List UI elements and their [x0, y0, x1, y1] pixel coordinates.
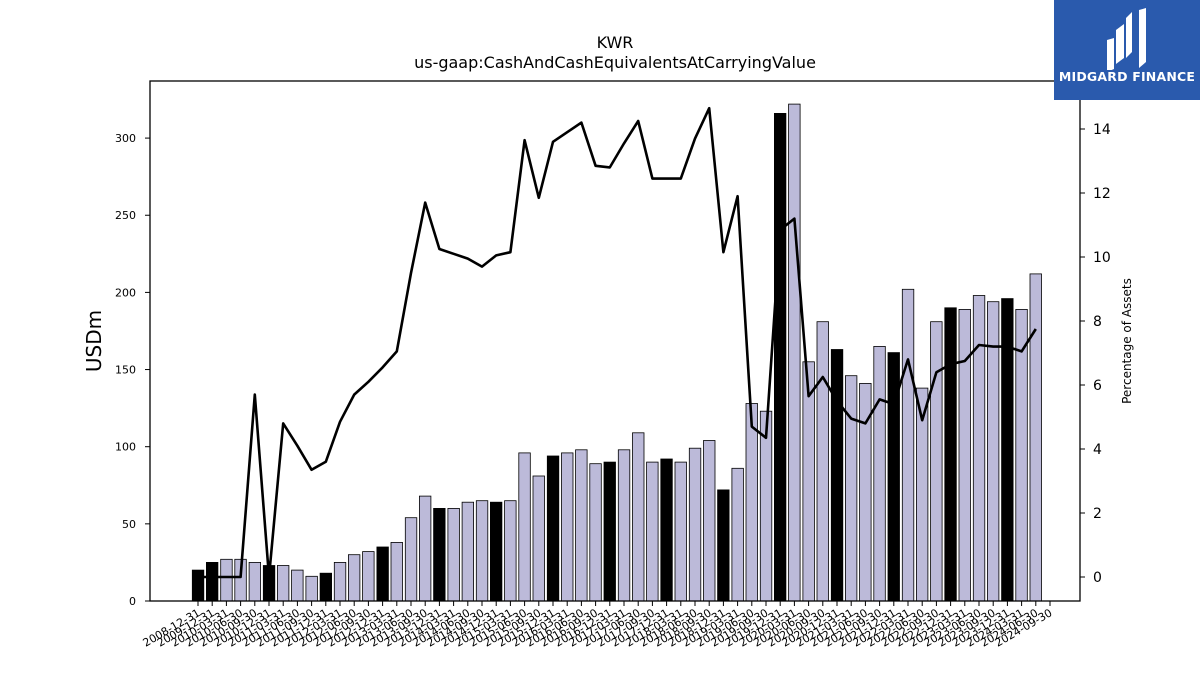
bar-2018-06-30	[688, 447, 702, 602]
bar-2024-06-30	[1029, 273, 1042, 602]
y2-tick-label: 2	[1093, 506, 1102, 522]
y-tick-label: 300	[115, 132, 136, 145]
bar-2012-03-31	[333, 562, 347, 602]
bar-2017-06-30	[632, 432, 645, 602]
bar-2015-06-30	[518, 452, 531, 602]
y-tick-label: 100	[115, 441, 136, 454]
percent-of-assets-line	[198, 106, 1037, 579]
y-tick-label: 0	[129, 595, 136, 608]
plot-frame	[149, 80, 1081, 602]
bar-2013-12-31	[433, 507, 446, 602]
bar-2015-03-31	[504, 500, 517, 602]
y-axis-label: USDm	[82, 310, 106, 372]
bar-2017-09-30	[646, 461, 659, 602]
bar-2023-03-31	[958, 308, 971, 602]
bar-2016-12-31	[603, 461, 616, 602]
bar-2012-12-31	[376, 546, 389, 602]
bar-2019-06-30	[745, 403, 758, 602]
bar-2011-03-31	[276, 565, 290, 602]
y2-tick-label: 12	[1093, 186, 1111, 202]
bar-2023-12-31	[1001, 298, 1014, 602]
bar-series	[191, 103, 1042, 602]
y-tick-label: 150	[115, 364, 136, 377]
brand-name: MIDGARD FINANCE	[1058, 69, 1196, 84]
bar-2016-06-30	[575, 449, 588, 602]
y2-tick-label: 8	[1093, 314, 1102, 330]
bar-2018-12-31	[717, 489, 730, 602]
bar-2020-12-31	[830, 349, 844, 602]
bar-2019-12-31	[774, 113, 787, 602]
bar-2018-09-30	[703, 440, 716, 602]
bar-2012-06-30	[347, 554, 361, 602]
brand-logo: MIDGARD FINANCE	[1054, 0, 1200, 100]
bar-2012-09-30	[362, 551, 375, 602]
chart-axes: 050100150200250300024681012142008-12-312…	[82, 80, 1134, 650]
y2-tick-label: 14	[1093, 122, 1111, 138]
bar-2017-03-31	[617, 449, 631, 602]
y2-tick-label: 6	[1093, 378, 1102, 394]
bar-2014-09-30	[475, 500, 489, 602]
y-tick-label: 200	[115, 286, 136, 299]
bar-2021-03-31	[845, 375, 858, 602]
bar-2020-03-31	[788, 103, 801, 602]
bar-2014-03-31	[447, 507, 460, 602]
y-tick-label: 50	[122, 518, 136, 531]
bar-2017-12-31	[660, 458, 673, 602]
bar-2016-03-31	[561, 452, 574, 602]
bar-2021-09-30	[873, 345, 886, 602]
bar-2014-12-31	[489, 501, 503, 602]
midgard-m-logo-icon	[1107, 8, 1146, 70]
bar-2024-03-31	[1015, 308, 1028, 602]
bar-2022-09-30	[930, 321, 943, 602]
bar-2010-09-30	[248, 562, 262, 602]
chart-title: KWR	[596, 33, 634, 52]
y-tick-label: 250	[115, 209, 136, 222]
y2-tick-label: 4	[1093, 442, 1102, 458]
bar-2011-09-30	[305, 575, 318, 602]
bar-2015-09-30	[532, 475, 545, 602]
y2-tick-label: 10	[1093, 250, 1111, 266]
bar-2010-03-31	[220, 558, 233, 602]
bar-2020-09-30	[816, 321, 829, 602]
bar-2013-03-31	[390, 542, 403, 602]
bar-2011-06-30	[291, 569, 304, 602]
percent-line-series	[198, 106, 1037, 579]
bar-2015-12-31	[546, 455, 560, 602]
bar-2022-12-31	[944, 307, 957, 602]
y2-axis-label: Percentage of Assets	[1120, 278, 1134, 404]
bar-2018-03-31	[674, 461, 687, 602]
bar-2014-06-30	[461, 501, 475, 602]
bar-2009-12-31	[205, 562, 219, 602]
bar-2016-09-30	[589, 463, 602, 602]
bar-2013-06-30	[404, 517, 418, 602]
bar-2019-09-30	[759, 410, 773, 602]
bar-2008-12-31	[191, 569, 205, 602]
bar-2022-03-31	[901, 288, 915, 602]
y2-tick-label: 0	[1093, 570, 1102, 586]
bar-2011-12-31	[319, 572, 333, 602]
bar-2023-06-30	[972, 295, 986, 602]
bar-2019-03-31	[731, 467, 744, 602]
bar-2013-09-30	[418, 495, 432, 602]
chart-subtitle: us-gaap:CashAndCashEquivalentsAtCarrying…	[414, 53, 816, 72]
bar-2020-06-30	[802, 361, 815, 602]
